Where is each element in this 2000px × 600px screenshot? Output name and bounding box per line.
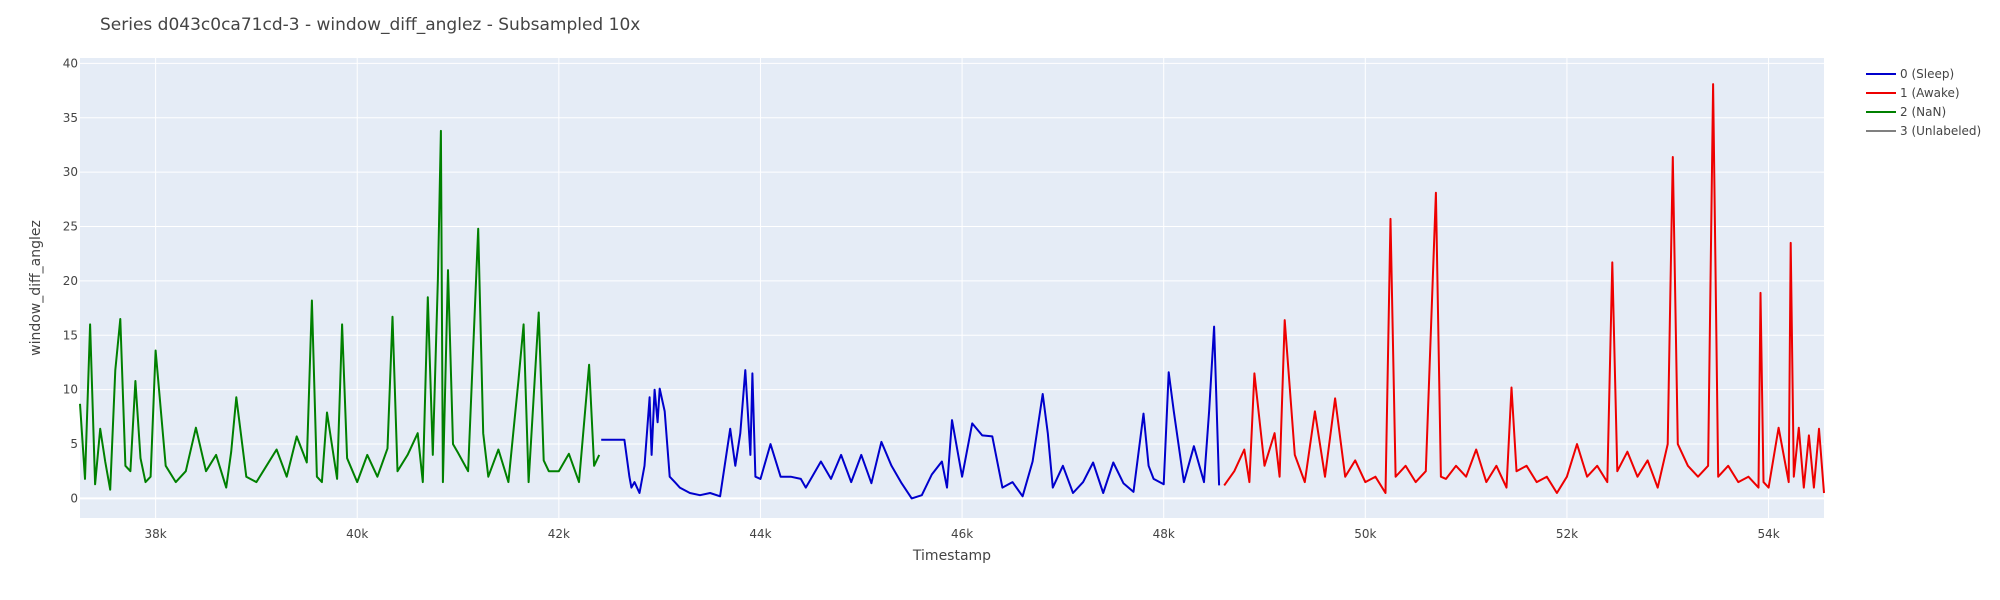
series-line-1 (1223, 83, 1825, 494)
legend: 0 (Sleep) 1 (Awake) 2 (NaN) 3 (Unlabeled) (1866, 67, 1981, 138)
y-tick-label: 40 (63, 56, 78, 70)
series-line-0 (601, 325, 1221, 500)
y-tick-label: 10 (63, 383, 78, 397)
x-tick-label: 40k (346, 527, 368, 541)
legend-label: 1 (Awake) (1900, 86, 1960, 100)
y-tick-label: 25 (63, 220, 78, 234)
y-tick-label: 35 (63, 111, 78, 125)
legend-label: 0 (Sleep) (1900, 67, 1954, 81)
y-axis-title: window_diff_anglez (28, 220, 44, 356)
x-tick-label: 38k (144, 527, 166, 541)
x-tick-label: 46k (951, 527, 973, 541)
series-line-2 (79, 129, 601, 491)
y-tick-labels: 0 5 10 15 20 25 30 35 40 (63, 56, 78, 505)
traces (79, 83, 1825, 500)
y-tick-label: 30 (63, 165, 78, 179)
y-tick-label: 0 (70, 491, 78, 505)
y-gridlines (80, 62, 1824, 500)
x-gridlines (155, 58, 1770, 518)
x-tick-label: 50k (1354, 527, 1376, 541)
x-tick-label: 42k (548, 527, 570, 541)
x-tick-label: 52k (1556, 527, 1578, 541)
x-axis-title: Timestamp (912, 548, 991, 564)
chart-title: Series d043c0ca71cd-3 - window_diff_angl… (100, 15, 640, 35)
x-tick-label: 44k (749, 527, 771, 541)
legend-label: 2 (NaN) (1900, 105, 1946, 119)
y-tick-label: 20 (63, 274, 78, 288)
y-tick-label: 5 (70, 437, 78, 451)
plot-area (80, 58, 1824, 518)
legend-label: 3 (Unlabeled) (1900, 124, 1981, 138)
x-tick-label: 54k (1757, 527, 1779, 541)
y-tick-label: 15 (63, 328, 78, 342)
x-tick-labels: 38k 40k 42k 44k 46k 48k 50k 52k 54k (144, 527, 1779, 541)
x-tick-label: 48k (1153, 527, 1175, 541)
